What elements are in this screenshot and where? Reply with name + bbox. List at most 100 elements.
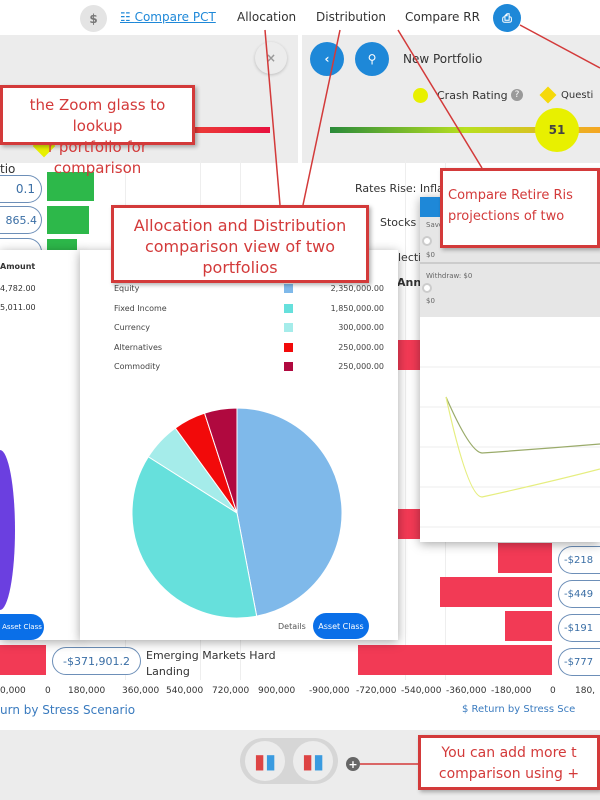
axis-tick: 0 xyxy=(550,686,556,696)
legend-swatch xyxy=(284,284,293,293)
withdraw-slider-handle[interactable] xyxy=(422,283,432,293)
right-bar-loss xyxy=(440,577,552,607)
list-icon: ☷ xyxy=(120,10,135,24)
axis-tick: 0,000 xyxy=(0,686,26,696)
axis-tick: -180,000 xyxy=(491,686,532,696)
plus-icon: + xyxy=(348,757,358,771)
axis-tick: -360,000 xyxy=(446,686,487,696)
close-button[interactable]: × xyxy=(255,42,287,74)
withdraw-label: Withdraw: $0 xyxy=(426,272,473,280)
crash-rating-label: Crash Rating xyxy=(437,89,508,102)
bar-chart-icon: ▮▮ xyxy=(301,749,325,773)
asset-class-button[interactable]: Asset Class xyxy=(313,613,369,639)
bar-chart-icon: ▮▮ xyxy=(253,749,277,773)
scenario-label: Stocks U xyxy=(380,216,428,229)
callout-retire-risk: Compare Retire Ris projections of two xyxy=(440,168,600,248)
axis-tick: -720,000 xyxy=(356,686,397,696)
axis-tick: 180, xyxy=(575,686,596,696)
legend-swatch xyxy=(284,323,293,332)
asset-class-button[interactable]: Asset Class xyxy=(0,614,44,640)
right-value-pill[interactable]: -$777 xyxy=(558,648,600,676)
retire-risk-projection-chart xyxy=(420,366,600,528)
tab-allocation[interactable]: Allocation xyxy=(237,10,297,24)
retire-risk-popup: Save $0 Withdraw: $0 $0 xyxy=(420,197,600,542)
legend-amount: 250,000.00 xyxy=(338,342,384,352)
legend-label: Commodity xyxy=(114,362,161,371)
legend-swatch xyxy=(284,303,293,313)
tab-compare-rr[interactable]: Compare RR xyxy=(405,10,480,24)
left-value-pill[interactable]: 0.1 xyxy=(0,175,42,203)
legend-row: Commodity 250,000.00 xyxy=(114,362,384,371)
zoom-search-button[interactable]: ⚲ xyxy=(355,42,389,76)
scenario-label: Rates Rise: Inflat xyxy=(355,182,449,195)
legend-amount: 300,000.00 xyxy=(338,323,384,332)
projection-line-1 xyxy=(445,396,600,454)
left-bar xyxy=(47,206,89,234)
left-bar xyxy=(47,239,77,253)
pie-slice-fixed-income[interactable] xyxy=(131,456,258,619)
dollar-button[interactable]: $ xyxy=(80,5,107,32)
right-value-pill[interactable]: -$191 xyxy=(558,614,600,642)
scenario-label: lecti xyxy=(398,251,422,264)
save-value: $0 xyxy=(426,251,435,259)
crash-rating-dot xyxy=(413,88,428,103)
axis-tick: 720,000 xyxy=(212,686,250,696)
projection-line-2 xyxy=(445,396,600,498)
callout-zoom: the Zoom glass to lookup r portfolio for… xyxy=(0,85,195,177)
legend-row: Alternatives 250,000.00 xyxy=(114,342,384,352)
legend-label: Currency xyxy=(114,323,151,332)
print-icon: ⎙ xyxy=(502,10,512,25)
left-axis-title: urn by Stress Scenario xyxy=(0,703,136,717)
withdraw-value: $0 xyxy=(426,297,435,305)
legend-amount: 1,850,000.00 xyxy=(330,303,384,313)
left-value-pill[interactable]: 865.4 xyxy=(0,206,42,234)
portfolio-2-button[interactable]: ▮▮ xyxy=(293,741,333,781)
left-value-pill[interactable]: -$371,901.2 xyxy=(52,647,141,675)
right-axis-title: $ Return by Stress Sce xyxy=(462,704,576,715)
legend-amount: 250,000.00 xyxy=(338,362,384,371)
score-badge: 51 xyxy=(535,108,579,152)
axis-tick: -900,000 xyxy=(309,686,350,696)
right-bar-loss xyxy=(498,543,552,573)
amount-cell: 5,011.00 xyxy=(0,303,36,312)
top-nav: $ ☷ Compare PCT Allocation Distribution … xyxy=(0,0,600,35)
pie-slice-equity[interactable] xyxy=(236,407,343,617)
back-button[interactable]: ‹ xyxy=(310,42,344,76)
gridline xyxy=(405,160,406,680)
search-icon: ⚲ xyxy=(367,52,377,66)
left-bar-loss xyxy=(0,645,46,675)
details-link[interactable]: Details xyxy=(278,622,306,631)
legend-label: Alternatives xyxy=(114,342,163,352)
amount-header: Amount xyxy=(0,262,36,271)
compare-pct-link[interactable]: ☷ Compare PCT xyxy=(120,10,216,24)
save-slider-handle[interactable] xyxy=(422,236,432,246)
compare-pct-label: Compare PCT xyxy=(134,10,216,24)
allocation-popup: Equity 2,350,000.00 Fixed Income 1,850,000.… xyxy=(80,250,398,640)
axis-tick: 540,000 xyxy=(166,686,204,696)
scenario-label: Emerging Markets Hard Landing xyxy=(146,649,276,678)
legend-row: Fixed Income 1,850,000.00 xyxy=(114,303,384,313)
right-bar-loss xyxy=(505,611,552,641)
legend-swatch xyxy=(284,362,293,371)
right-value-pill[interactable]: -$218 xyxy=(558,546,600,574)
pie-slice-commodity[interactable] xyxy=(203,407,238,514)
rr-withdraw-section xyxy=(420,262,600,317)
legend-row: Currency 300,000.00 xyxy=(114,323,384,332)
left-partial-label: tio xyxy=(0,162,16,176)
callout-add: You can add more t comparison using + xyxy=(418,735,600,790)
print-button[interactable]: ⎙ xyxy=(493,4,521,32)
right-value-pill[interactable]: -$449 xyxy=(558,580,600,608)
amount-cell: 4,782.00 xyxy=(0,284,36,293)
legend-label: Equity xyxy=(114,284,140,293)
callout-allocation: Allocation and Distribution comparison v… xyxy=(111,205,369,283)
tab-distribution[interactable]: Distribution xyxy=(316,10,387,24)
right-bar-loss xyxy=(358,645,552,675)
add-portfolio-button[interactable]: + xyxy=(346,757,360,771)
allocation-pie-chart xyxy=(131,407,343,619)
legend-amount: 2,350,000.00 xyxy=(330,284,384,293)
legend-label: Fixed Income xyxy=(114,303,167,313)
help-icon[interactable]: ? xyxy=(511,89,523,101)
pie-slice-partial xyxy=(0,450,15,610)
portfolio-name: New Portfolio xyxy=(403,52,483,66)
portfolio-1-button[interactable]: ▮▮ xyxy=(245,741,285,781)
